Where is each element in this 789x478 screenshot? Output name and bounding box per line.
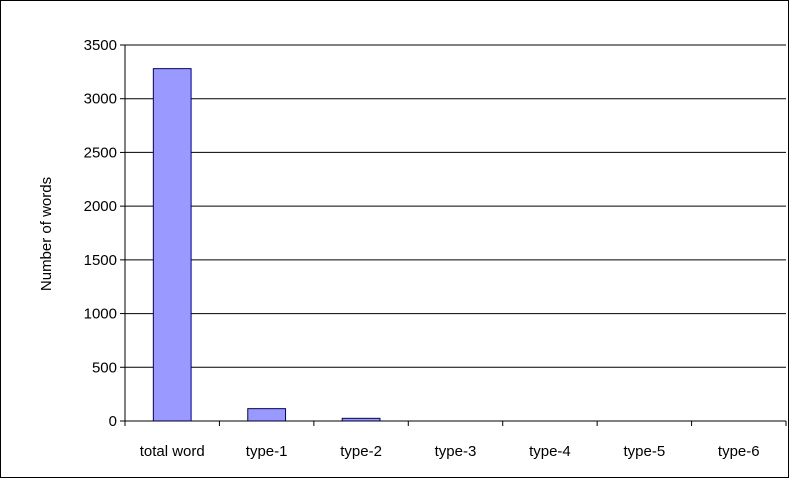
x-tick-label: type-1 [246, 443, 288, 460]
y-tick-label: 0 [109, 413, 117, 430]
bar-total-word [152, 68, 192, 422]
x-tick-label: type-5 [624, 443, 666, 460]
gridlines [125, 44, 786, 368]
y-tick-label: 1500 [84, 252, 117, 269]
y-tick-label: 1000 [84, 306, 117, 323]
y-tick-label: 500 [92, 359, 117, 376]
y-tick-label: 3500 [84, 37, 117, 54]
x-tick-label: type-3 [435, 443, 477, 460]
bars [152, 68, 381, 422]
bar-type-1 [247, 408, 287, 422]
x-tick-label: total word [140, 443, 205, 460]
y-tick-labels: 0 500 1000 1500 2000 2500 3000 3500 [84, 37, 125, 430]
axes [124, 45, 786, 422]
y-tick-label: 2500 [84, 144, 117, 161]
x-tick-label: type-4 [529, 443, 571, 460]
y-axis-label: Number of words [38, 177, 55, 291]
x-tick-label: type-2 [340, 443, 382, 460]
x-tick-labels: total word type-1 type-2 type-3 type-4 type-5… [124, 421, 787, 460]
y-tick-label: 3000 [84, 91, 117, 108]
y-tick-label: 2000 [84, 198, 117, 215]
x-tick-label: type-6 [718, 443, 760, 460]
